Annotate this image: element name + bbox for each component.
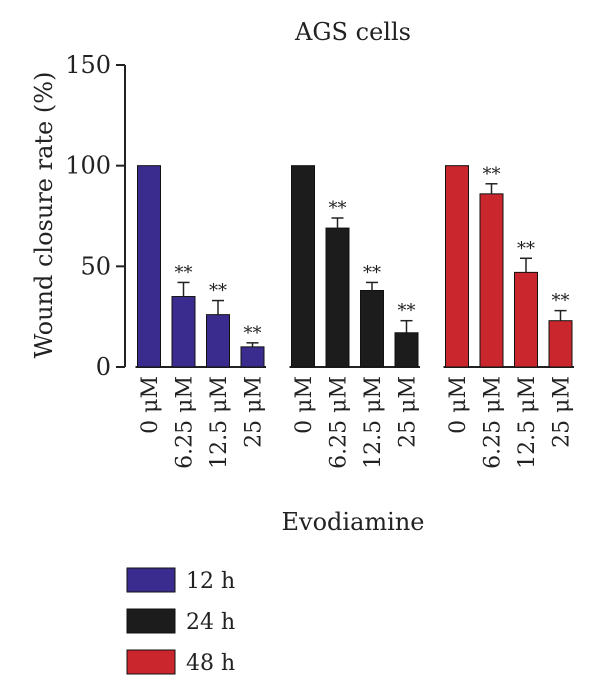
x-tick-label: 12.5 μM <box>515 376 540 469</box>
significance-marker: ** <box>175 262 193 283</box>
x-tick-label: 6.25 μM <box>481 376 506 469</box>
significance-marker: ** <box>483 164 501 185</box>
significance-marker: ** <box>552 291 570 312</box>
bar <box>360 289 384 368</box>
legend-label: 24 h <box>186 610 235 635</box>
x-tick-label: 6.25 μM <box>173 376 198 469</box>
significance-marker: ** <box>363 262 381 283</box>
bar <box>171 296 196 368</box>
legend-swatch <box>126 608 176 634</box>
significance-marker: ** <box>209 281 227 302</box>
category-labels: 0 μM 6.25 μM 12.5 μM 25 μM 0 μM 6.25 μM 12.5 μ… <box>138 376 575 469</box>
x-tick-label: 0 μM <box>138 376 163 434</box>
bar <box>445 165 469 368</box>
bar <box>514 271 538 368</box>
x-tick-label: 12.5 μM <box>207 376 232 469</box>
legend-label: 12 h <box>186 569 235 594</box>
x-tick-label: 0 μM <box>292 376 317 434</box>
bar <box>137 165 161 368</box>
legend-swatch <box>126 649 176 675</box>
y-tick-label: 0 <box>96 353 111 381</box>
x-tick-label: 25 μM <box>396 376 421 448</box>
x-tick-label: 25 μM <box>242 376 267 448</box>
bar <box>206 314 230 368</box>
bar <box>291 165 315 368</box>
significance-marker: ** <box>398 301 416 322</box>
bar <box>479 193 504 368</box>
bar <box>394 332 419 368</box>
y-tick-label: 100 <box>65 152 111 180</box>
bars-group: ** ** ** ** ** ** ** ** ** <box>137 164 573 368</box>
y-axis: 0 50 100 150 <box>65 51 126 381</box>
y-tick-label: 150 <box>65 51 111 79</box>
x-tick-label: 0 μM <box>446 376 471 434</box>
x-tick-label: 12.5 μM <box>361 376 386 469</box>
x-tick-label: 25 μM <box>550 376 575 448</box>
bar <box>548 320 573 368</box>
y-axis-label: Wound closure rate (%) <box>30 72 58 359</box>
significance-marker: ** <box>244 323 262 344</box>
x-tick-label: 6.25 μM <box>327 376 352 469</box>
x-axis-label: Evodiamine <box>282 508 425 536</box>
legend-swatch <box>126 567 176 593</box>
y-tick-label: 50 <box>80 252 111 280</box>
significance-marker: ** <box>517 238 535 259</box>
legend-label: 48 h <box>186 651 235 676</box>
significance-marker: ** <box>329 198 347 219</box>
chart-title: AGS cells <box>294 18 411 46</box>
legend: 12 h 24 h 48 h <box>126 567 235 676</box>
bar <box>325 227 350 368</box>
bar <box>240 346 265 368</box>
